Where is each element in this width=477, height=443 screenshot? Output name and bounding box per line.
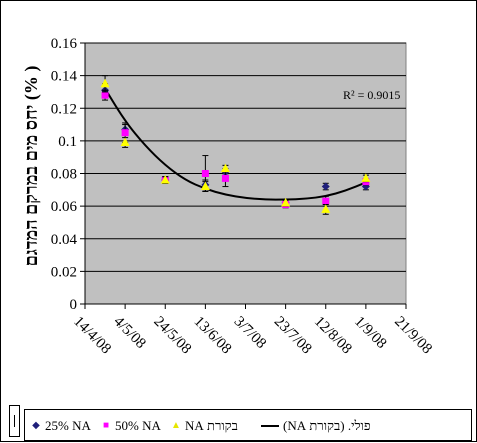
data-point-triangle: [100, 78, 110, 88]
y-tick-label: 0.14: [51, 69, 78, 85]
diamond-marker-icon: ◆: [32, 420, 40, 431]
square-marker-icon: ■: [102, 420, 110, 431]
y-tick-label: 0.16: [51, 36, 78, 52]
data-point-triangle: [361, 173, 371, 182]
legend-item-polynomial-trend: פולי. (בקורת NA): [261, 418, 371, 434]
y-tick-label: 0.06: [51, 199, 78, 215]
y-tick-label: 0.08: [51, 167, 77, 183]
legend: ◆ 25% NA ■ 50% NA ▲ בקורת NA פולי. (בקור…: [24, 409, 472, 441]
data-point-triangle: [160, 175, 170, 184]
legend-label: פולי. (בקורת NA): [283, 418, 371, 433]
y-axis-label: ( %) יחס מים במרקם המדגם: [21, 66, 42, 267]
data-point-triangle: [200, 181, 210, 191]
data-point-square: [101, 91, 109, 99]
legend-label: בקורת NA: [185, 418, 238, 433]
trendline-line-icon: [261, 425, 279, 427]
x-tick-label: 3/7/08: [231, 314, 269, 352]
y-tick-label: 0.1: [58, 134, 77, 150]
data-point-diamond: [321, 182, 330, 191]
legend-label: 25% NA: [45, 418, 91, 433]
x-tick-label: 4/5/08: [110, 314, 148, 352]
data-point-triangle: [220, 163, 230, 173]
x-tick-label: 24/5/08: [150, 314, 194, 358]
trendline-curve: [104, 88, 367, 201]
x-tick-label: 12/8/08: [311, 314, 355, 358]
legend-item-50-na: ■ 50% NA: [101, 418, 161, 434]
legend-item-control-na: ▲ בקורת NA: [171, 418, 238, 434]
r-squared-annotation: R² = 0.9015: [343, 88, 400, 102]
data-point-square: [322, 197, 330, 205]
x-tick-label: 1/9/08: [351, 314, 389, 352]
legend-label: 50% NA: [115, 418, 161, 433]
data-point-square: [201, 170, 209, 177]
data-point-square: [121, 129, 129, 137]
data-point-triangle: [120, 137, 130, 147]
legend-item-25-na: ◆ 25% NA: [31, 418, 91, 434]
y-tick-label: 0.04: [51, 232, 78, 248]
y-tick-label: 0.12: [51, 101, 77, 117]
y-tick-label: 0: [70, 297, 78, 313]
legend-tab: [9, 405, 20, 437]
x-tick-label: 13/6/08: [191, 314, 235, 358]
y-tick-label: 0.02: [51, 264, 77, 280]
triangle-marker-icon: ▲: [171, 420, 181, 431]
data-point-triangle: [321, 204, 331, 213]
x-tick-label: 14/4/08: [70, 314, 114, 358]
data-point-square: [221, 174, 229, 182]
x-tick-label: 21/9/08: [391, 314, 435, 358]
x-tick-label: 23/7/08: [271, 314, 315, 358]
data-point-triangle: [281, 197, 291, 207]
